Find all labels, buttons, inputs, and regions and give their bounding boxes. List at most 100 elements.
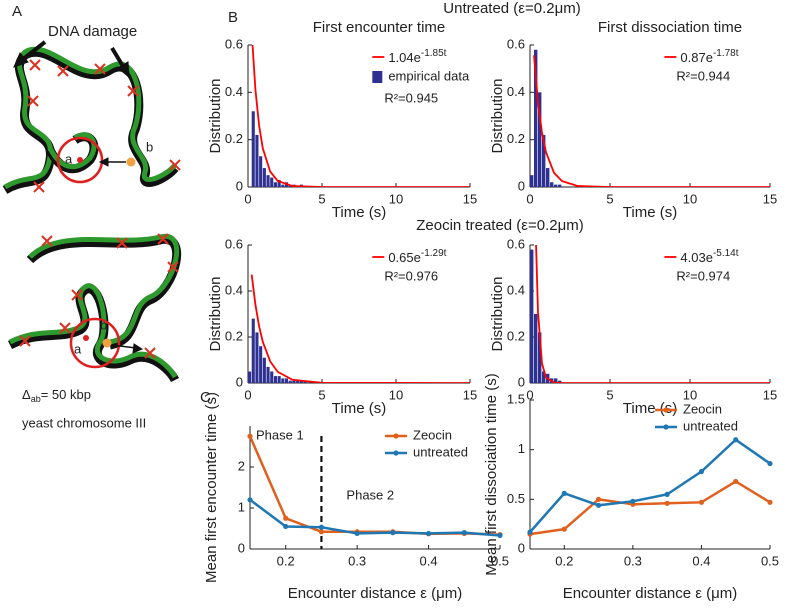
- bar: [538, 332, 542, 383]
- fit-curve: [250, 274, 470, 383]
- x-tick-label: 15: [463, 191, 477, 206]
- bar: [262, 357, 266, 383]
- y-tick-label: 2: [238, 458, 245, 473]
- bar: [266, 175, 270, 187]
- x-tick-label: 5: [606, 191, 613, 206]
- point: [733, 478, 739, 485]
- point: [318, 529, 325, 535]
- x-tick-label: 15: [463, 387, 477, 402]
- bar: [262, 168, 266, 187]
- legend-label: 1.04e-1.85t: [388, 48, 446, 66]
- chart: 0 0.2 0.4 0.6 0 5 10 15 Time (s) Distribution 4.03…: [489, 236, 777, 417]
- r-squared: R²=0.974: [676, 268, 730, 283]
- y-axis-label: Distribution: [489, 276, 506, 351]
- legend-label: 0.87e-1.78t: [680, 48, 738, 66]
- x-tick-label: 0.2: [555, 553, 573, 568]
- x-tick-label: 15: [763, 387, 777, 402]
- fit-base: 1.04e: [388, 50, 421, 65]
- fit-exponent: -1.78t: [713, 48, 739, 59]
- locus-b: [126, 157, 136, 167]
- legend-swatch: [663, 424, 669, 430]
- x-tick-label: 0: [526, 191, 533, 206]
- y-tick-label: 0.6: [507, 236, 525, 251]
- x-tick-label: 10: [683, 387, 697, 402]
- x-axis-label: Time (s): [623, 204, 677, 221]
- point: [664, 491, 670, 497]
- bar: [296, 380, 300, 383]
- y-tick-label: 0.2: [507, 328, 525, 343]
- x-tick-label: 10: [389, 191, 403, 206]
- y-tick-label: 0.5: [507, 491, 525, 506]
- legend-swatch: [663, 407, 669, 413]
- bar: [273, 376, 277, 383]
- bar: [255, 134, 259, 187]
- x-axis-label: Encounter distance ε (μm): [288, 585, 463, 602]
- bar: [530, 175, 534, 187]
- y-axis-label: Mean first dissociation time (s): [483, 373, 500, 576]
- point: [497, 532, 503, 539]
- bar: [281, 378, 285, 383]
- bar: [251, 111, 255, 187]
- chart: 0 0.2 0.4 0.6 0 5 10 15 Time (s) Distribution Firs…: [489, 19, 777, 221]
- y-tick-label: 0.4: [225, 282, 243, 297]
- point: [425, 530, 432, 537]
- y-axis-label: Distribution: [207, 78, 224, 153]
- bar: [266, 366, 270, 383]
- point: [630, 498, 636, 504]
- y-tick-label: 0: [238, 540, 245, 555]
- fit-base: 0.65e: [388, 250, 421, 265]
- bar: [530, 249, 534, 383]
- bar: [273, 182, 277, 187]
- damage-marks: [19, 59, 181, 359]
- r-squared: R²=0.976: [384, 268, 438, 283]
- fit-exponent: -5.14t: [713, 248, 739, 259]
- panel-a-diagram: DNA damage a b a b Δab= 50 kbp yeast chr…: [2, 23, 182, 430]
- x-tick-label: 15: [763, 191, 777, 206]
- fit-base: 4.03e: [680, 250, 713, 265]
- x-tick-label: 0: [244, 191, 251, 206]
- bar: [299, 380, 303, 383]
- legend-swatch: [393, 433, 399, 439]
- panel-label: C: [200, 389, 211, 406]
- bar: [292, 380, 296, 383]
- point: [595, 496, 602, 502]
- bar: [277, 376, 281, 383]
- encounter-radius: [56, 136, 104, 184]
- y-tick-label: 0.6: [225, 36, 243, 51]
- y-tick-label: 0: [236, 374, 243, 389]
- legend-swatch: [393, 450, 399, 456]
- point: [247, 433, 253, 439]
- point: [664, 500, 670, 506]
- bar: [542, 134, 546, 187]
- x-axis-label: Time (s): [332, 204, 386, 221]
- point: [247, 497, 253, 503]
- legend-label: Zeocin: [683, 401, 722, 416]
- bar: [534, 314, 538, 383]
- y-tick-label: 0: [518, 178, 525, 193]
- y-tick-label: 0.6: [507, 36, 525, 51]
- locus-a: [83, 335, 89, 341]
- bar: [542, 371, 546, 383]
- x-tick-label: 5: [606, 387, 613, 402]
- series-line: [249, 498, 501, 537]
- chromosome: [3, 46, 177, 190]
- point: [561, 490, 567, 496]
- fit-exponent: -1.29t: [421, 248, 447, 259]
- panel-label: B: [228, 9, 238, 26]
- y-tick-label: 0.4: [507, 84, 525, 99]
- bar: [546, 168, 550, 187]
- bar: [270, 177, 274, 187]
- series-line: [529, 438, 771, 533]
- legend-label: Zeocin: [413, 427, 452, 442]
- x-tick-label: 10: [683, 191, 697, 206]
- locus-a: [77, 157, 83, 163]
- point: [767, 499, 773, 505]
- y-tick-label: 0.2: [225, 131, 243, 146]
- x-tick-label: 5: [318, 387, 325, 402]
- y-tick-label: 0: [518, 540, 525, 555]
- annotation: Phase 1: [256, 427, 304, 442]
- point: [698, 468, 705, 475]
- subscript: ab: [31, 394, 41, 404]
- chart: 0 0.2 0.4 0.6 0 5 10 15 Time (s) Distribution Firs…: [207, 19, 477, 221]
